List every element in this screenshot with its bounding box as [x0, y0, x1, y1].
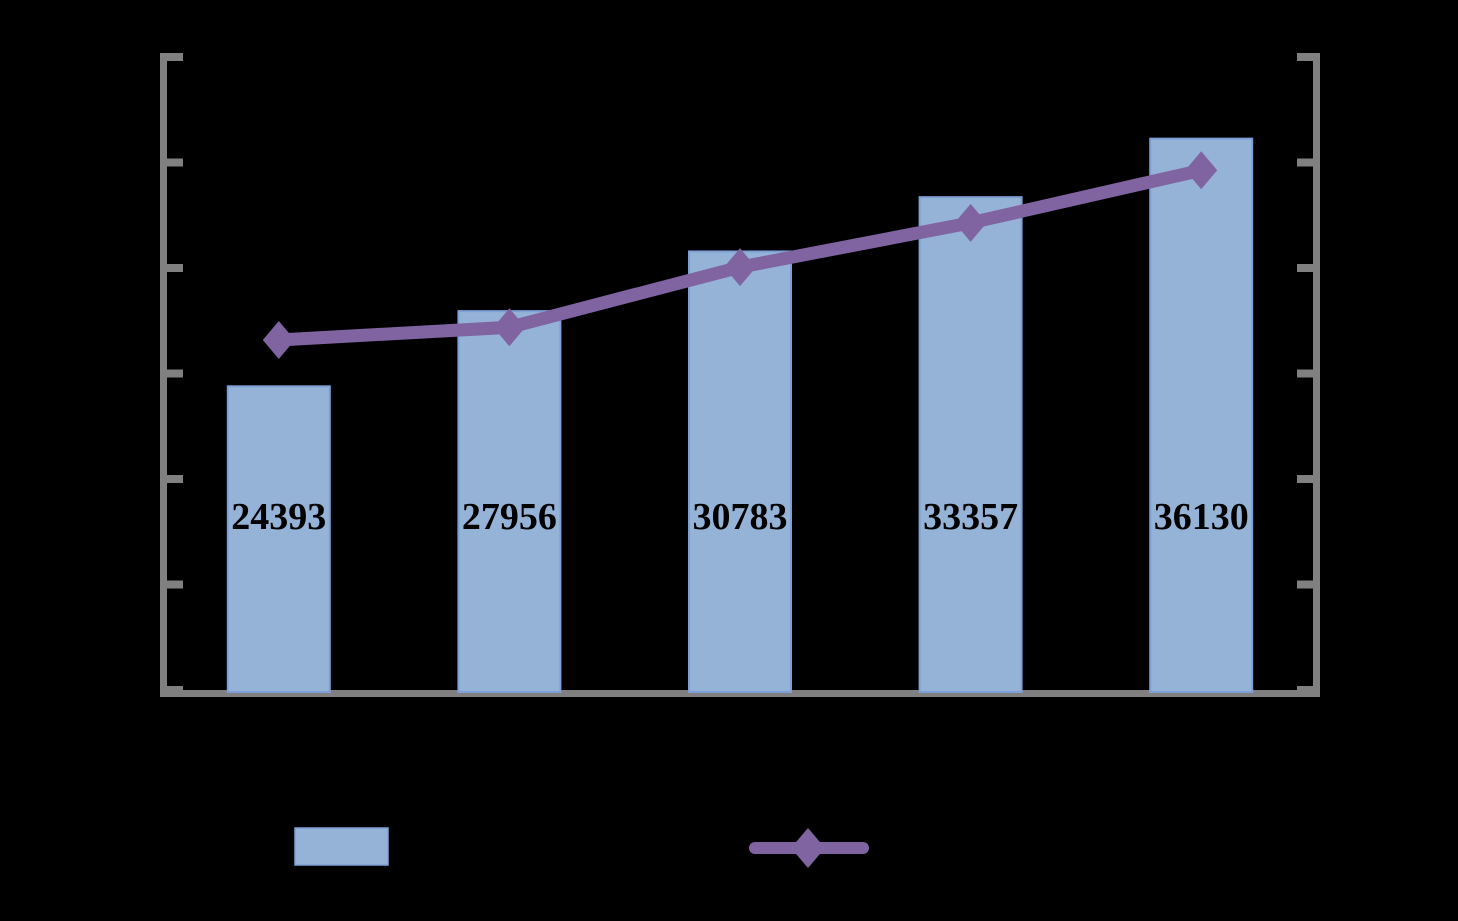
bar	[918, 196, 1023, 693]
left-axis-tick	[167, 53, 183, 61]
right-axis-tick	[1297, 369, 1313, 378]
line-marker-diamond	[493, 308, 526, 347]
bar-labels-group: 24393 27956 30783 33357 36130	[231, 496, 1248, 538]
bar-value-label: 36130	[1154, 496, 1249, 538]
bar-value-label: 24393	[231, 496, 326, 538]
left-axis-tick	[167, 475, 183, 483]
bar-value-label: 33357	[923, 496, 1018, 538]
left-axis-tick	[167, 580, 183, 589]
right-axis-tick	[1297, 53, 1313, 61]
bar	[1149, 137, 1254, 694]
right-axis-tick	[1297, 686, 1313, 694]
left-axis-tick	[167, 158, 183, 167]
line-series-group	[262, 151, 1218, 359]
bar	[457, 310, 562, 693]
line-marker-diamond	[1185, 151, 1218, 190]
x-axis-line	[160, 690, 1320, 697]
line-marker-diamond	[724, 248, 756, 287]
left-axis-tick	[167, 264, 183, 272]
bar-series-group	[226, 137, 1254, 694]
left-axis-tick	[167, 686, 183, 694]
legend-group	[294, 827, 869, 868]
left-axis-tick	[167, 369, 183, 378]
line-marker-diamond	[954, 203, 987, 242]
bar-value-label: 30783	[693, 496, 788, 538]
right-axis-tick	[1297, 264, 1313, 272]
right-axis-line	[1313, 53, 1320, 697]
bar	[688, 250, 792, 693]
right-axis-tick	[1297, 475, 1313, 483]
bar-value-label: 27956	[462, 496, 557, 538]
right-axis-tick	[1297, 158, 1313, 167]
left-axis-line	[160, 53, 167, 697]
right-axis-tick	[1297, 580, 1313, 589]
line-marker-diamond	[262, 320, 295, 359]
axes-group	[160, 53, 1320, 697]
bar	[226, 385, 331, 693]
legend-diamond-marker	[791, 828, 825, 868]
legend-bar-swatch	[294, 827, 389, 866]
